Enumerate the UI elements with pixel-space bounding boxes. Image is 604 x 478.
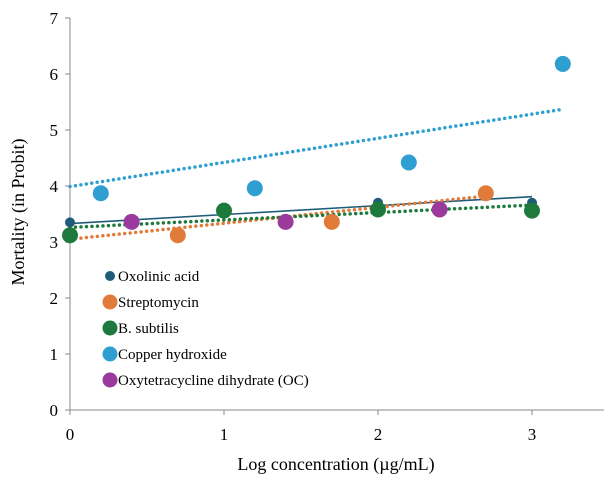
legend-label: Oxolinic acid bbox=[118, 269, 200, 285]
trendline bbox=[69, 195, 533, 225]
data-point bbox=[370, 201, 386, 218]
y-tick-label: 0 bbox=[50, 401, 59, 420]
y-tick-label: 1 bbox=[50, 345, 59, 364]
data-point bbox=[123, 213, 140, 230]
legend-label: Oxytetracycline dihydrate (OC) bbox=[118, 373, 309, 389]
legend-marker bbox=[102, 372, 118, 388]
legend-marker bbox=[102, 320, 118, 336]
data-point bbox=[477, 185, 494, 202]
data-point bbox=[400, 154, 417, 171]
data-point bbox=[169, 227, 186, 244]
data-point bbox=[277, 213, 294, 230]
legend-label: Streptomycin bbox=[118, 295, 199, 311]
legend-label: Copper hydroxide bbox=[118, 347, 227, 363]
data-point bbox=[246, 180, 263, 197]
legend: Oxolinic acid Streptomycin B. subtilis Copp… bbox=[102, 269, 309, 389]
y-tick-label: 6 bbox=[50, 65, 59, 84]
data-point bbox=[65, 217, 75, 228]
axes: 0 1 2 3 4 5 6 7 0 1 2 3 bbox=[50, 9, 604, 444]
x-tick-label: 2 bbox=[374, 425, 383, 444]
x-tick-label: 0 bbox=[66, 425, 75, 444]
y-tick-label: 3 bbox=[50, 233, 59, 252]
data-point bbox=[554, 55, 571, 72]
y-tick-label: 5 bbox=[50, 121, 59, 140]
x-axis-title: Log concentration (µg/mL) bbox=[237, 454, 434, 475]
trendline bbox=[68, 107, 565, 189]
data-point bbox=[431, 201, 448, 218]
legend-marker bbox=[105, 271, 115, 281]
data-points bbox=[62, 55, 571, 244]
x-tick-label: 1 bbox=[220, 425, 229, 444]
legend-label: B. subtilis bbox=[118, 321, 179, 337]
data-point bbox=[524, 202, 540, 219]
data-point bbox=[323, 213, 340, 230]
legend-marker bbox=[102, 294, 118, 310]
trendline bbox=[68, 203, 534, 230]
data-point bbox=[62, 227, 78, 244]
y-tick-label: 2 bbox=[50, 289, 59, 308]
data-point bbox=[216, 202, 232, 219]
trendlines bbox=[68, 107, 565, 241]
y-tick-label: 7 bbox=[50, 9, 59, 28]
y-axis-title: Mortality (in Probit) bbox=[8, 139, 29, 286]
data-point bbox=[92, 185, 109, 202]
y-tick-label: 4 bbox=[50, 177, 59, 196]
legend-marker bbox=[102, 346, 118, 362]
x-tick-label: 3 bbox=[528, 425, 537, 444]
